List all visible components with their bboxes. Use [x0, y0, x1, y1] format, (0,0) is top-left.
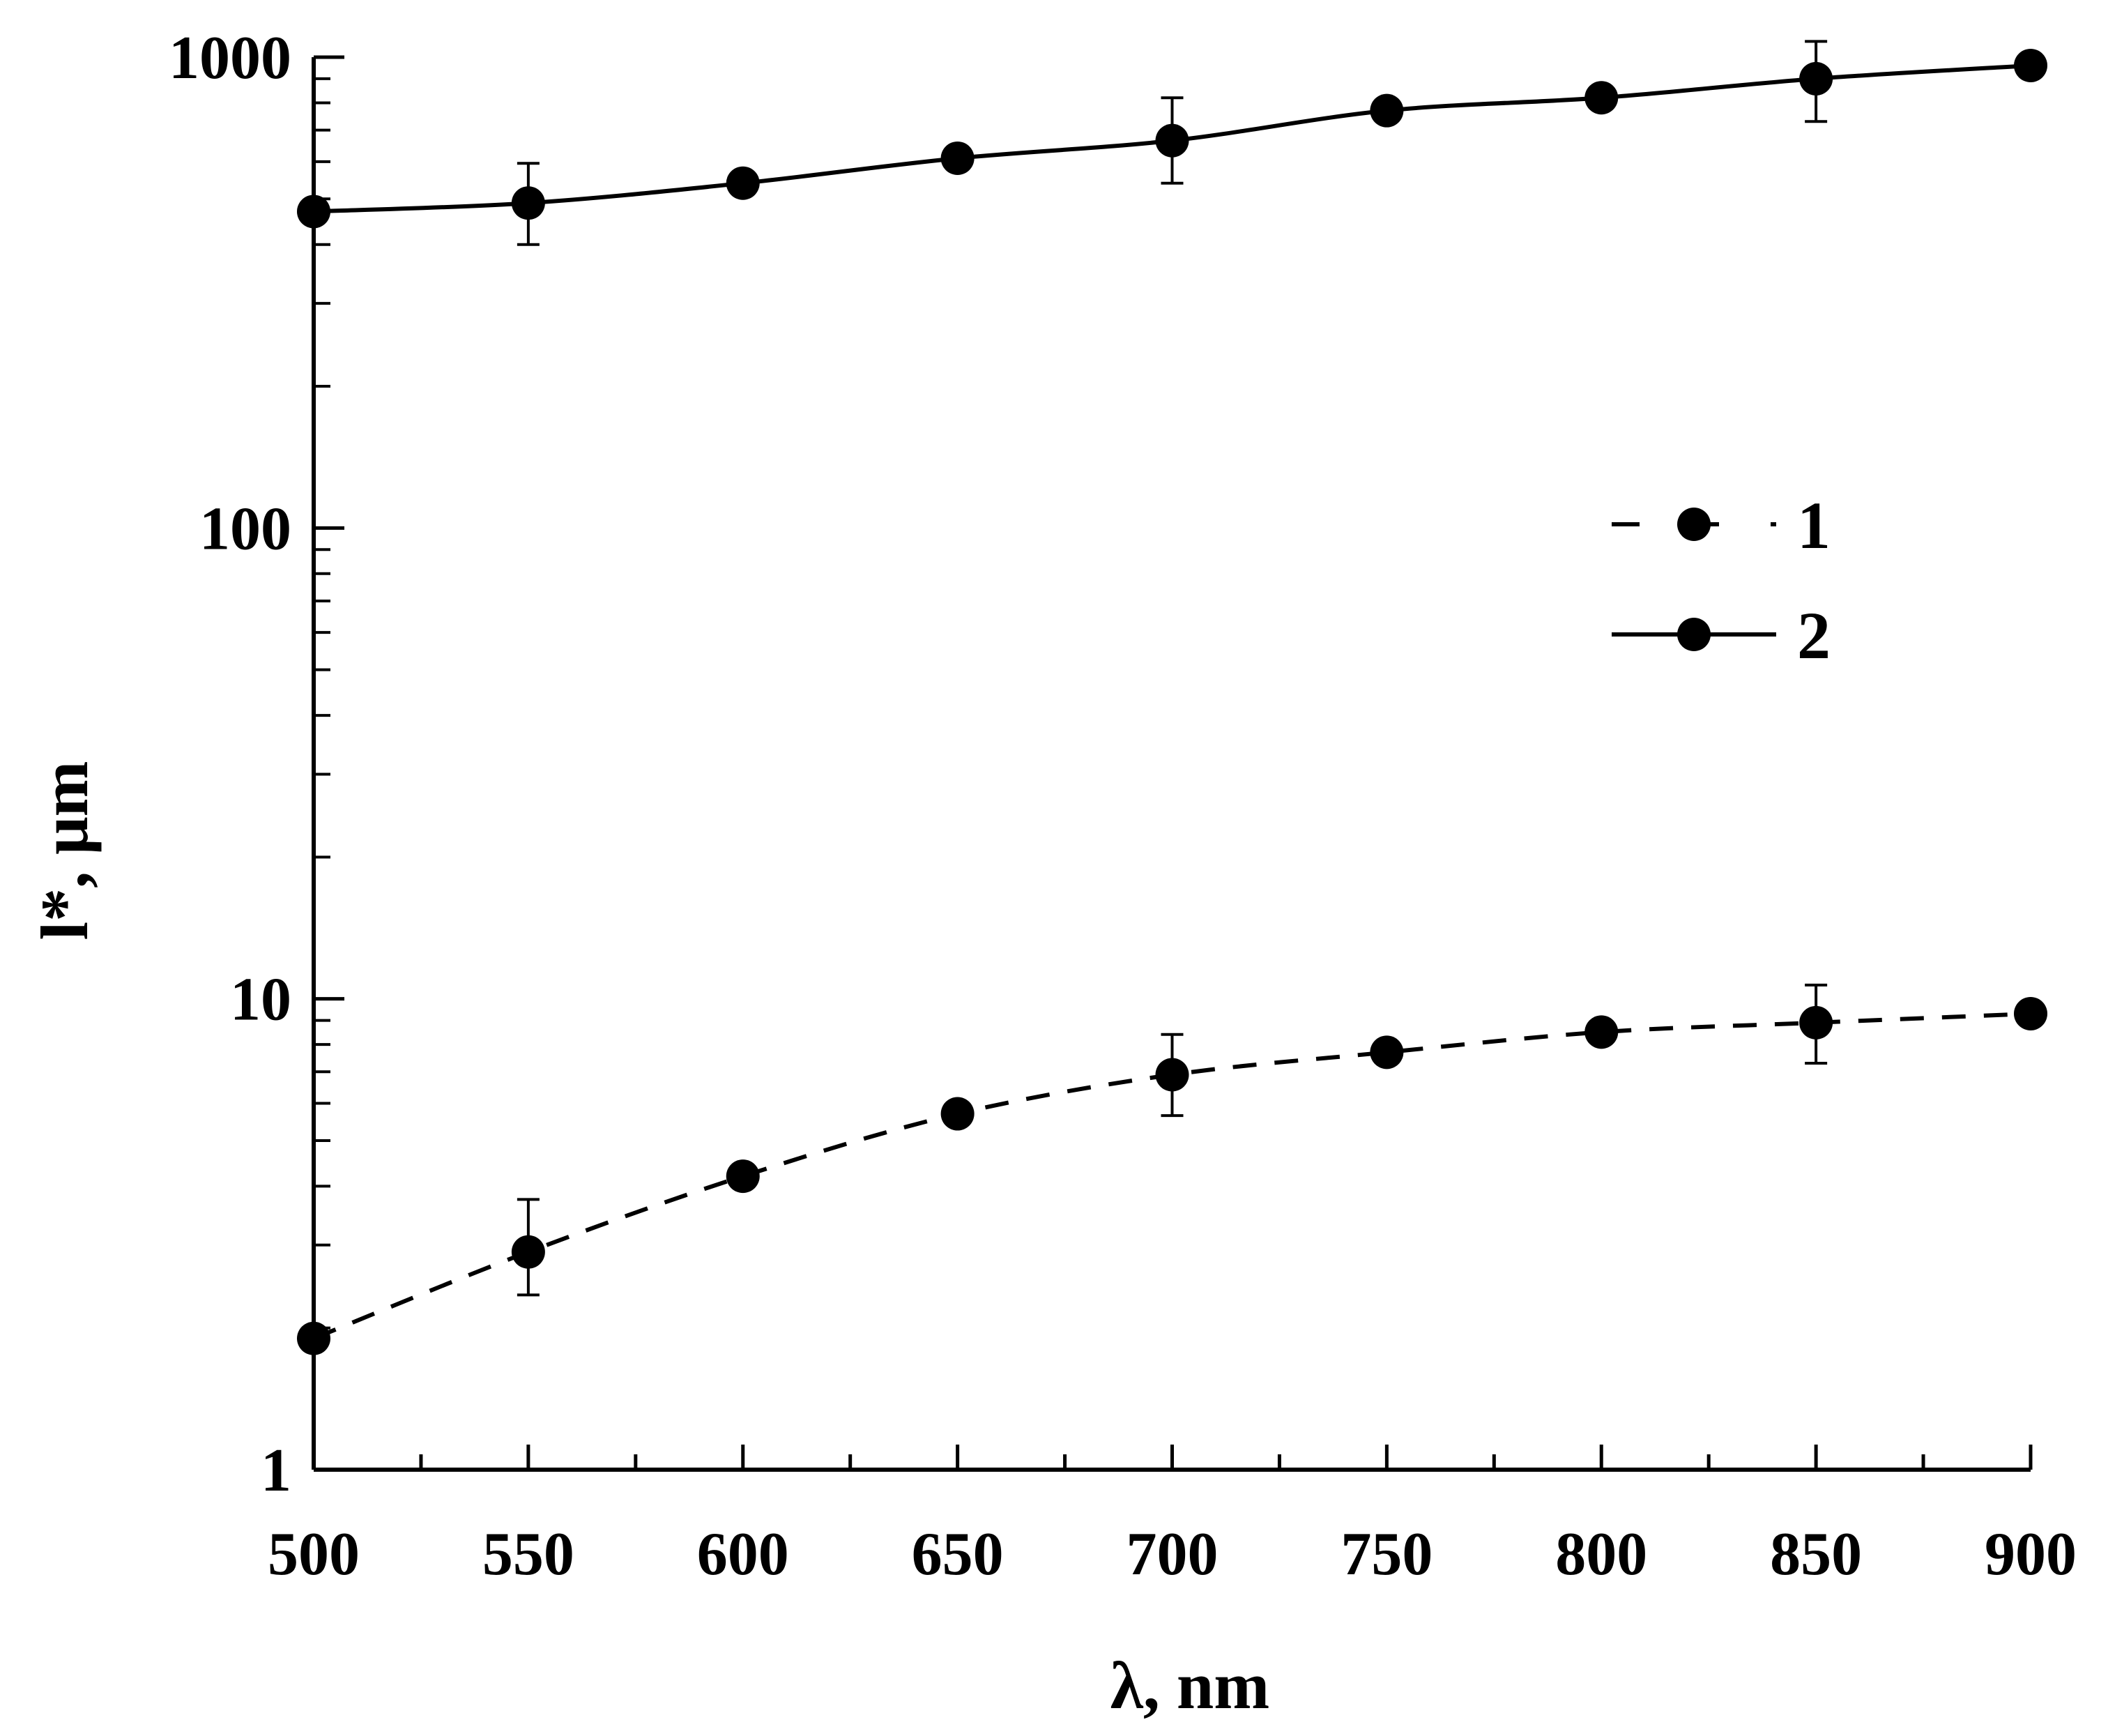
legend: 12: [1612, 488, 1831, 673]
data-point: [1584, 81, 1619, 115]
y-tick-label: 100: [199, 495, 291, 563]
legend-entry-2: 2: [1612, 598, 1831, 673]
data-point: [726, 1159, 760, 1194]
data-point: [940, 141, 975, 175]
series-layer: [297, 40, 2047, 1355]
data-point: [1799, 1005, 1833, 1040]
data-point: [1155, 1058, 1189, 1092]
x-tick-label: 700: [1126, 1521, 1219, 1588]
data-point: [1584, 1015, 1619, 1049]
x-tick-label: 750: [1341, 1521, 1433, 1588]
axes: 500 550 600 650 700 750 800 850 900 1 10 100 1000: [169, 24, 2077, 1588]
data-point: [726, 166, 760, 200]
x-tick-label: 900: [1985, 1521, 2077, 1588]
data-point: [1370, 93, 1404, 128]
data-point: [2014, 48, 2047, 82]
data-point: [940, 1097, 975, 1131]
legend-marker-2: [1677, 618, 1711, 651]
legend-label-1: 1: [1797, 488, 1831, 563]
legend-label-2: 2: [1797, 598, 1831, 673]
x-tick-label: 500: [268, 1521, 360, 1588]
y-axis-title: l*, μm: [27, 761, 102, 940]
series-1: [297, 983, 2047, 1355]
data-point: [297, 195, 330, 229]
x-tick-label: 850: [1770, 1521, 1862, 1588]
x-tick-label: 650: [912, 1521, 1004, 1588]
data-point: [1370, 1035, 1404, 1069]
data-point: [1155, 123, 1189, 158]
data-point: [297, 1321, 330, 1355]
data-point: [511, 1235, 545, 1269]
x-tick-label: 800: [1555, 1521, 1647, 1588]
data-point: [1799, 61, 1833, 96]
y-tick-label: 10: [230, 966, 291, 1034]
x-tick-label: 550: [482, 1521, 574, 1588]
data-point: [2014, 996, 2047, 1030]
y-tick-label: 1: [261, 1437, 291, 1505]
series-2: [297, 40, 2047, 246]
data-point: [511, 186, 545, 220]
x-axis-title: λ, nm: [1110, 1648, 1270, 1723]
legend-marker-1: [1677, 508, 1711, 541]
legend-entry-1: 1: [1612, 488, 1831, 563]
x-tick-label: 600: [697, 1521, 789, 1588]
y-tick-label: 1000: [169, 24, 291, 92]
